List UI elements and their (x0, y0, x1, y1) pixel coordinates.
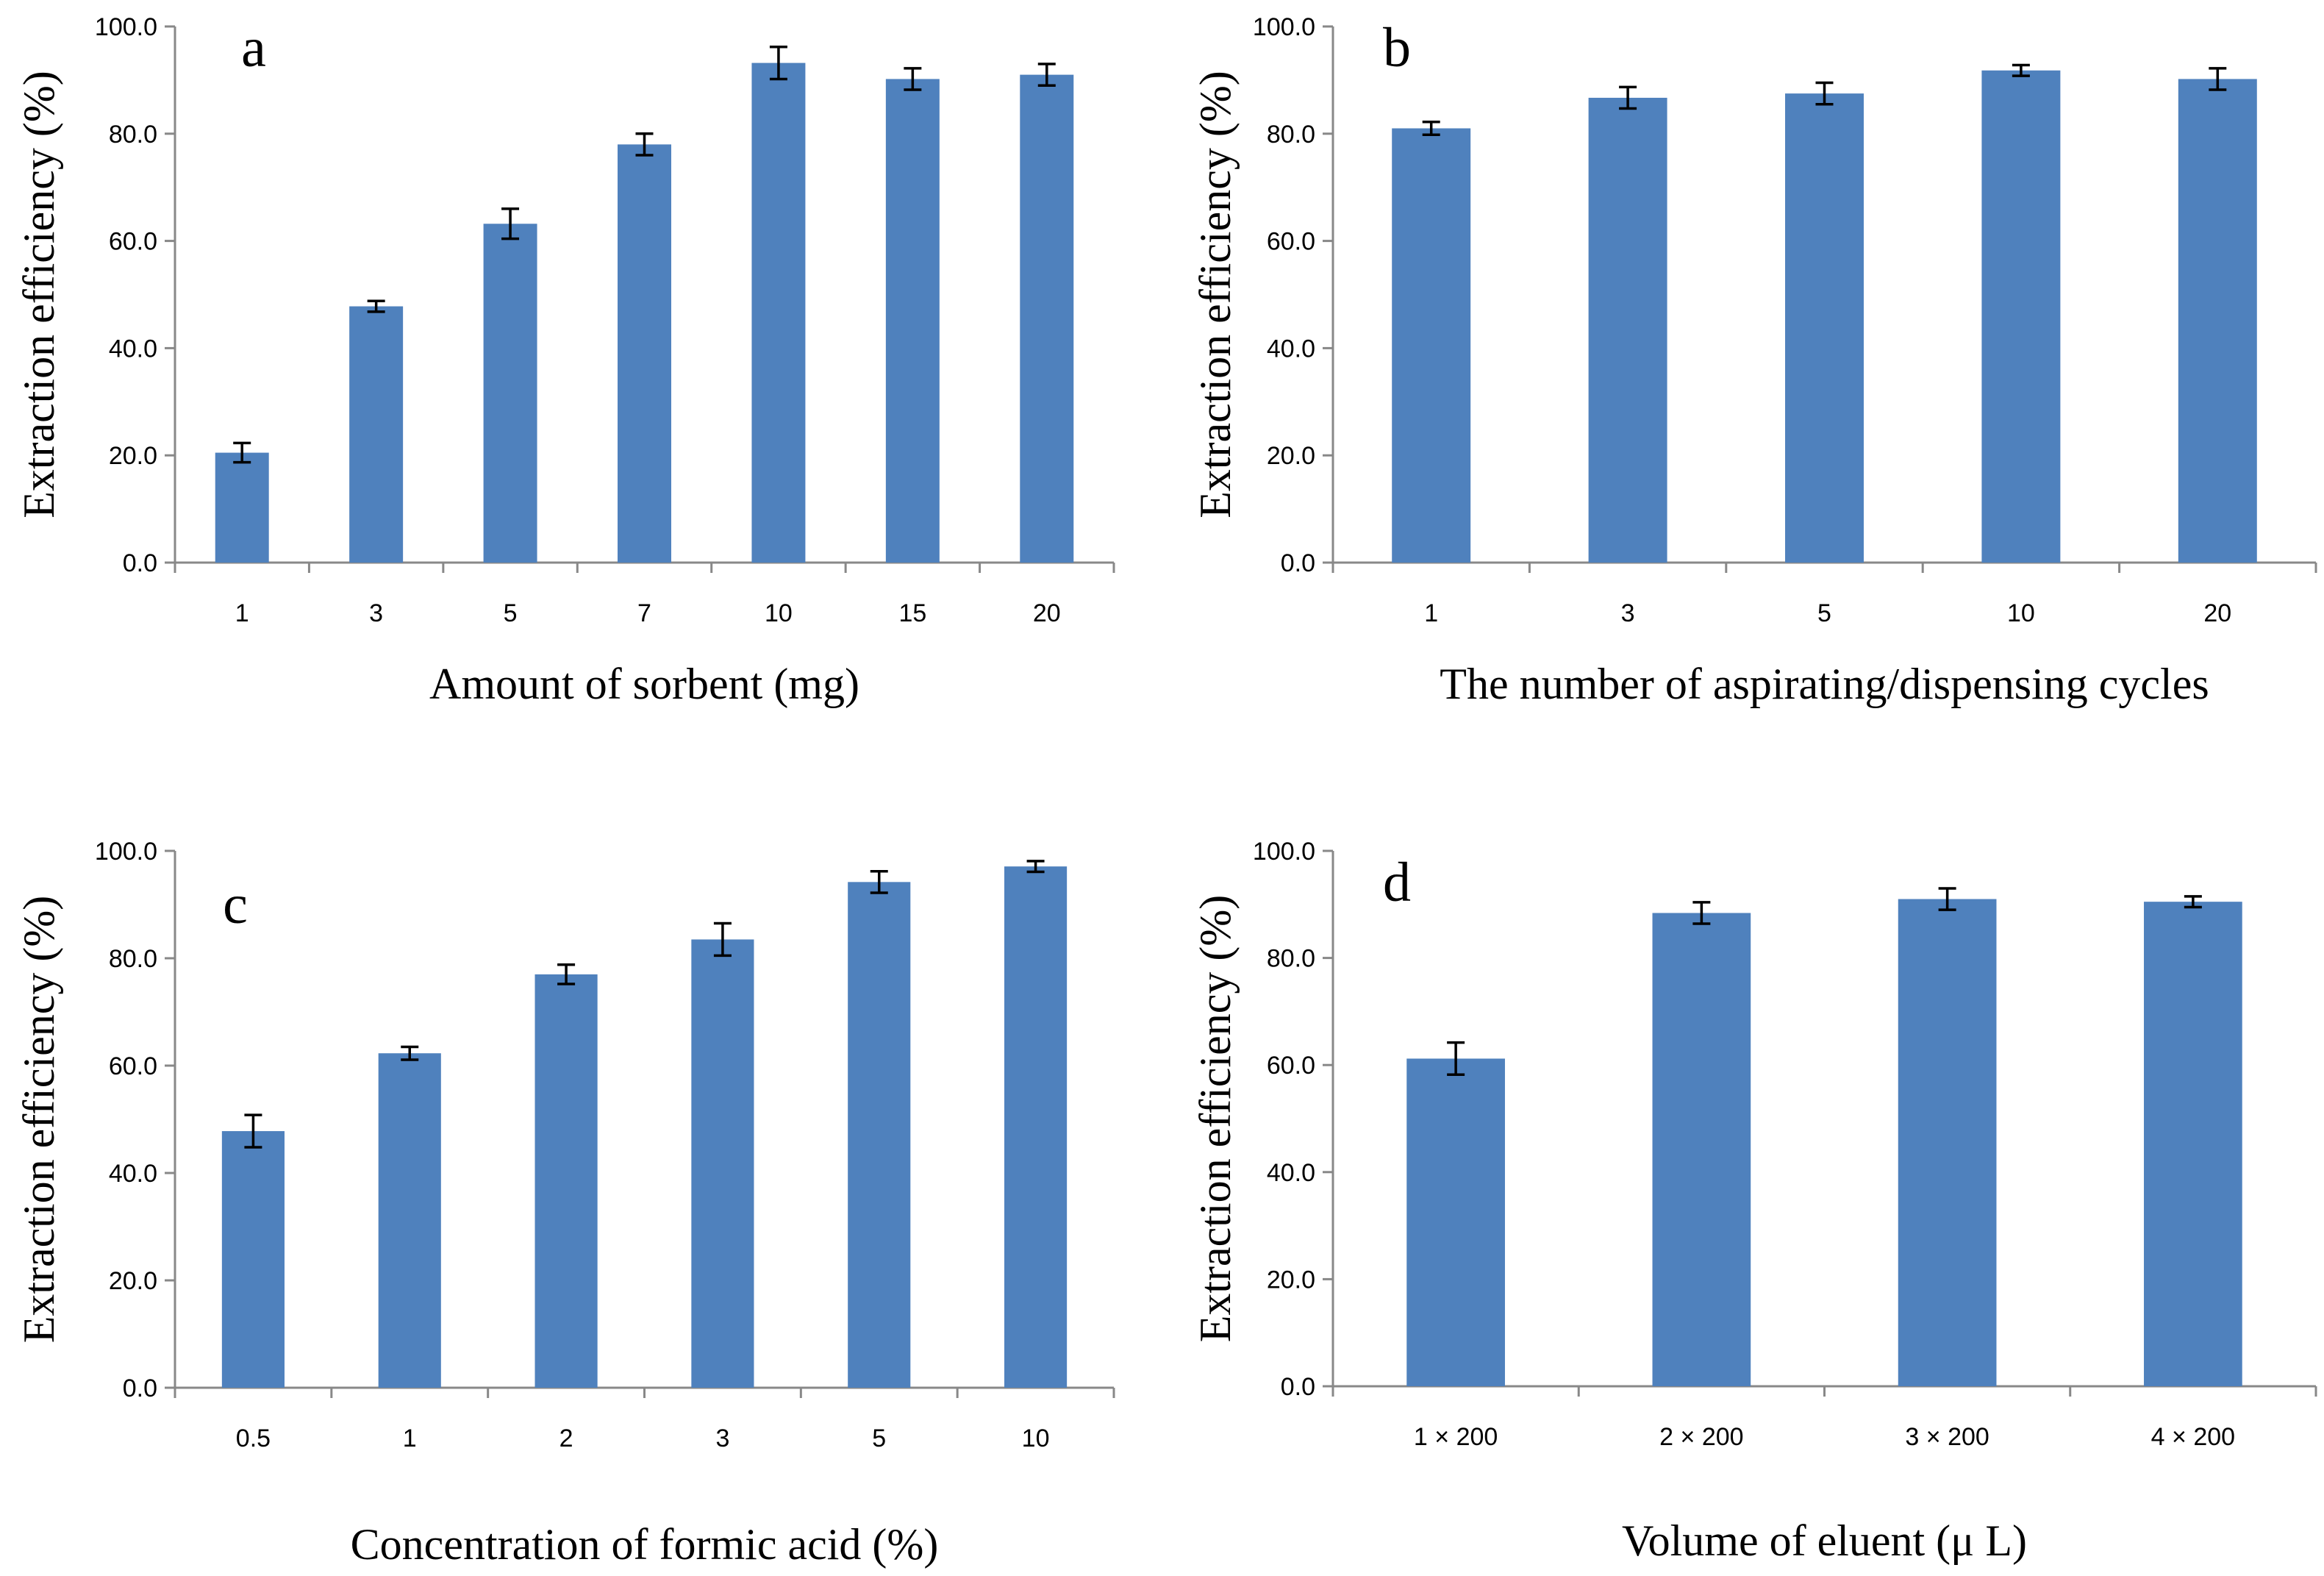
y-tick-label: 20.0 (1267, 442, 1315, 470)
bar (221, 1131, 285, 1388)
x-tick-label: 4 × 200 (2151, 1423, 2235, 1451)
y-axis-title: Extraction efficiency (%) (15, 71, 63, 518)
x-tick-label: 15 (898, 599, 926, 627)
y-tick-label: 40.0 (1267, 1159, 1315, 1187)
y-tick-label: 40.0 (109, 1160, 157, 1188)
bar (691, 939, 754, 1388)
x-axis-title: Volume of eluent (μ L) (1622, 1516, 2027, 1565)
y-tick-label: 0.0 (1281, 1373, 1315, 1401)
chart-panel-d: 0.0 20.0 40.0 60.0 80.0 100.0 1 × 200 2 × 200 3 … (1191, 838, 2317, 1565)
x-tick-label: 10 (1022, 1425, 1050, 1452)
bar (1004, 866, 1068, 1388)
y-tick-label: 20.0 (109, 1267, 157, 1295)
y-tick-label: 80.0 (1267, 945, 1315, 973)
x-tick-label: 3 (369, 599, 383, 627)
x-tick-label: 3 (715, 1425, 729, 1452)
y-tick-label: 40.0 (109, 335, 157, 363)
bar (1898, 899, 1997, 1386)
x-tick-label: 0.5 (236, 1425, 271, 1452)
x-tick-label: 2 (559, 1425, 573, 1452)
x-tick-label: 1 (1424, 599, 1438, 627)
chart-panel-a: 0.0 20.0 40.0 60.0 80.0 100.0 1 3 5 7 10 15 20 Amount… (15, 13, 1115, 708)
x-tick-label: 1 (403, 1425, 417, 1452)
y-tick-label: 100.0 (95, 13, 157, 41)
y-tick-label: 60.0 (109, 228, 157, 256)
bar (1652, 913, 1751, 1386)
bar (378, 1053, 441, 1388)
x-tick-label: 5 (1817, 599, 1831, 627)
panel-letter: a (241, 17, 266, 79)
x-tick-label: 10 (765, 599, 793, 627)
bar (2178, 79, 2257, 563)
panel-letter: c (223, 874, 248, 935)
y-tick-label: 0.0 (123, 1374, 157, 1402)
y-tick-label: 60.0 (1267, 228, 1315, 256)
y-tick-label: 60.0 (109, 1052, 157, 1080)
chart-panel-b: 0.0 20.0 40.0 60.0 80.0 100.0 1 3 5 10 20 The numbe… (1191, 13, 2317, 708)
bar (618, 144, 671, 563)
bar (1981, 70, 2061, 563)
y-tick-label: 0.0 (123, 549, 157, 577)
x-axis-title: Amount of sorbent (mg) (429, 660, 859, 708)
bar (1392, 128, 1471, 563)
y-tick-label: 100.0 (1253, 838, 1315, 866)
bar (1588, 97, 1667, 563)
y-tick-label: 0.0 (1281, 549, 1315, 577)
bar (534, 974, 598, 1388)
y-tick-label: 100.0 (95, 838, 157, 866)
bar (1406, 1058, 1505, 1386)
x-tick-label: 20 (1033, 599, 1061, 627)
x-axis-title: Concentration of formic acid (%) (351, 1520, 939, 1569)
x-tick-label: 10 (2007, 599, 2035, 627)
x-tick-label: 2 × 200 (1659, 1423, 1743, 1451)
panel-letter: d (1383, 852, 1411, 913)
y-axis-title: Extraction efficiency (%) (1191, 895, 1240, 1343)
x-axis-title: The number of aspirating/dispensing cycl… (1440, 660, 2209, 708)
x-tick-label: 1 × 200 (1414, 1423, 1498, 1451)
y-tick-label: 100.0 (1253, 13, 1315, 41)
y-tick-label: 20.0 (1267, 1266, 1315, 1294)
x-tick-label: 1 (235, 599, 249, 627)
bar (2144, 902, 2242, 1386)
bar (848, 882, 911, 1388)
bar (1020, 74, 1074, 563)
bar (483, 224, 537, 563)
x-tick-label: 3 × 200 (1905, 1423, 1989, 1451)
panel-letter: b (1383, 17, 1411, 79)
y-axis-title: Extraction efficiency (%) (1191, 71, 1240, 518)
bar (885, 79, 940, 563)
x-tick-label: 5 (504, 599, 518, 627)
y-tick-label: 40.0 (1267, 335, 1315, 363)
y-axis-title: Extraction efficiency (%) (15, 896, 63, 1344)
x-tick-label: 7 (637, 599, 651, 627)
chart-panel-c: 0.0 20.0 40.0 60.0 80.0 100.0 0.5 1 2 3 5 10 Concent… (15, 838, 1115, 1569)
bar (751, 63, 806, 563)
x-tick-label: 20 (2203, 599, 2231, 627)
x-tick-label: 3 (1621, 599, 1635, 627)
bar (349, 306, 404, 563)
y-tick-label: 20.0 (109, 442, 157, 470)
y-tick-label: 80.0 (109, 121, 157, 149)
y-tick-label: 60.0 (1267, 1052, 1315, 1080)
bar (215, 452, 269, 563)
x-tick-label: 5 (872, 1425, 886, 1452)
y-tick-label: 80.0 (109, 945, 157, 973)
bar (1785, 93, 1864, 563)
y-tick-label: 80.0 (1267, 121, 1315, 149)
